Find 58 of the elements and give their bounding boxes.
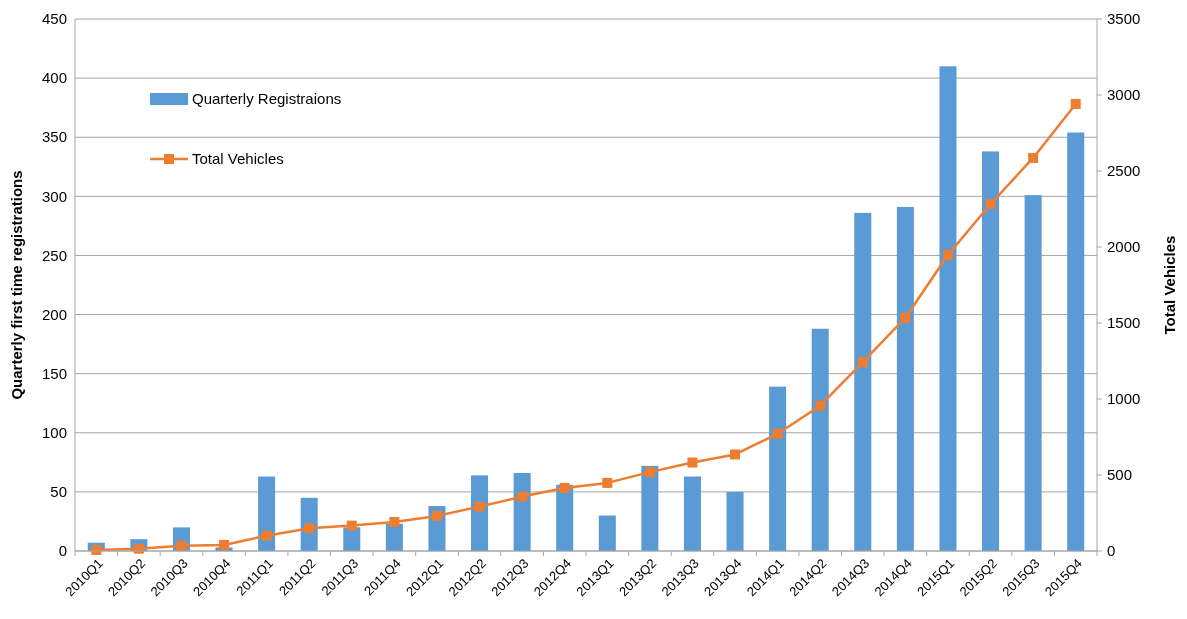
point — [261, 530, 272, 541]
bar — [683, 476, 701, 551]
bar — [641, 465, 659, 551]
point — [644, 467, 655, 478]
point — [346, 520, 357, 531]
y2-tick-label: 1500 — [1107, 314, 1141, 332]
point — [985, 198, 996, 209]
y-tick-label: 400 — [41, 69, 67, 87]
point — [431, 510, 442, 521]
point — [815, 400, 826, 411]
y-tick-label: 300 — [41, 187, 67, 205]
point — [389, 516, 400, 527]
point — [772, 428, 783, 439]
point — [730, 449, 741, 460]
point — [304, 523, 315, 534]
y-tick-label: 150 — [41, 364, 67, 382]
point — [176, 540, 187, 551]
point — [1070, 98, 1081, 109]
legend-label: Total Vehicles — [192, 150, 284, 168]
point — [219, 539, 230, 550]
point — [1028, 152, 1039, 163]
legend-label: Quarterly Registraions — [192, 90, 342, 108]
y2-tick-label: 0 — [1107, 542, 1116, 560]
y-tick-label: 200 — [41, 305, 67, 323]
y2-tick-label: 500 — [1107, 466, 1133, 484]
y-tick-label: 100 — [41, 424, 67, 442]
y-tick-label: 0 — [58, 542, 67, 560]
y2-tick-label: 1000 — [1107, 390, 1141, 408]
bar — [982, 151, 1000, 551]
bar — [471, 475, 489, 551]
point — [687, 457, 698, 468]
y-tick-label: 450 — [41, 10, 67, 28]
point — [474, 501, 485, 512]
y-tick-label: 350 — [41, 128, 67, 146]
bar — [1067, 132, 1085, 551]
bar — [726, 491, 744, 551]
point — [857, 357, 868, 368]
point — [602, 477, 613, 488]
y2-tick-label: 3500 — [1107, 10, 1141, 28]
bar — [939, 66, 957, 551]
point — [517, 491, 528, 502]
bar — [513, 472, 531, 551]
bar — [854, 212, 872, 551]
point — [942, 250, 953, 261]
point — [900, 312, 911, 323]
y-axis-title: Quarterly first time registrations — [8, 170, 25, 400]
y2-tick-label: 2000 — [1107, 238, 1141, 256]
y2-tick-label: 2500 — [1107, 162, 1141, 180]
bar — [598, 515, 616, 551]
bar — [896, 206, 914, 551]
y-tick-label: 50 — [50, 483, 67, 501]
bar — [1024, 195, 1042, 551]
bar — [811, 328, 829, 551]
bar — [769, 386, 787, 551]
y2-axis-title: Total Vehicles — [1161, 235, 1178, 335]
y2-tick-label: 3000 — [1107, 86, 1141, 104]
y-tick-label: 250 — [41, 246, 67, 264]
point — [559, 482, 570, 493]
